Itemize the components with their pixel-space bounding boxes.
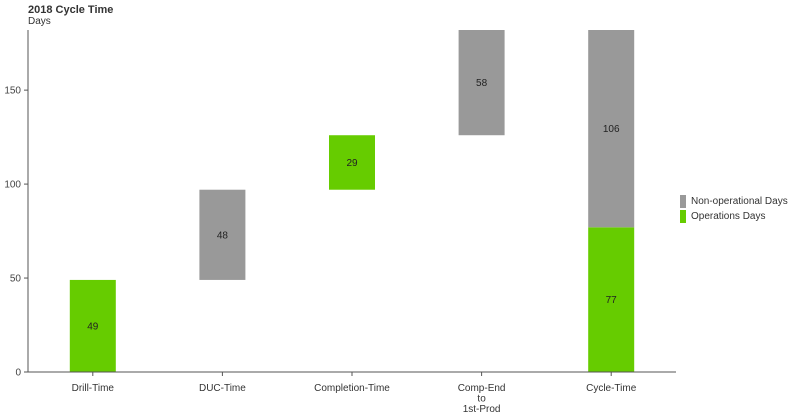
bar-4 xyxy=(588,227,635,372)
x-tick-label-3-1: to xyxy=(477,394,486,405)
x-tick-label-2-0: Completion-Time xyxy=(314,383,390,394)
bar-value-label-5: 106 xyxy=(603,124,620,135)
legend-swatch-non-operational xyxy=(680,195,686,208)
bar-value-label-3: 58 xyxy=(476,78,488,89)
bar-5 xyxy=(588,30,635,228)
y-tick-label-0: 0 xyxy=(15,368,21,379)
x-tick-label-3-2: 1st-Prod xyxy=(463,404,501,415)
bar-2 xyxy=(329,135,375,190)
legend-swatch-operations xyxy=(680,210,686,223)
bar-1 xyxy=(199,189,246,280)
y-axis-unit-label: Days xyxy=(28,16,51,27)
y-tick-label-100: 100 xyxy=(4,180,21,191)
legend-label-non-operational: Non-operational Days xyxy=(691,196,788,207)
bar-value-label-2: 29 xyxy=(346,158,358,169)
y-tick-label-50: 50 xyxy=(10,274,22,285)
y-tick-label-150: 150 xyxy=(4,86,21,97)
bar-value-label-1: 48 xyxy=(217,230,229,241)
legend-item-operations: Operations Days xyxy=(680,209,788,224)
x-tick-label-3-0: Comp-End xyxy=(458,383,506,394)
bar-0 xyxy=(69,279,116,372)
legend: Non-operational Days Operations Days xyxy=(680,194,788,224)
legend-label-operations: Operations Days xyxy=(691,211,766,222)
x-tick-label-4-0: Cycle-Time xyxy=(586,383,637,394)
x-tick-label-0-0: Drill-Time xyxy=(72,383,115,394)
bar-value-label-4: 77 xyxy=(606,295,618,306)
x-tick-label-1-0: DUC-Time xyxy=(199,383,246,394)
bar-value-label-0: 49 xyxy=(87,321,99,332)
bar-3 xyxy=(458,30,505,136)
legend-item-non-operational: Non-operational Days xyxy=(680,194,788,209)
chart-title: 2018 Cycle Time xyxy=(28,4,114,16)
